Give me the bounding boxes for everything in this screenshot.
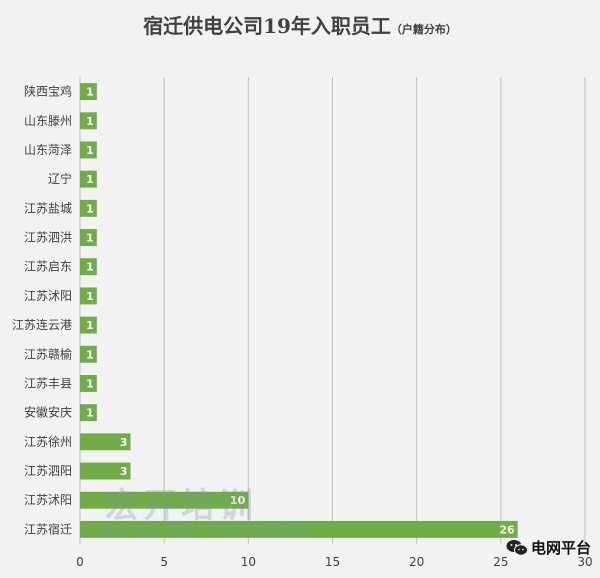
y-category-label: 江苏泗阳: [24, 464, 72, 478]
y-category-label: 江苏宿迁: [24, 521, 72, 536]
data-label: 1: [86, 232, 94, 245]
x-tick-label: 15: [325, 555, 340, 569]
data-label: 3: [120, 436, 128, 449]
x-tick-label: 20: [409, 555, 424, 569]
chart-subtitle: （户籍分布）: [390, 23, 457, 36]
data-label: 1: [86, 86, 94, 99]
data-label: 1: [86, 377, 94, 390]
y-category-label: 山东菏泽: [24, 143, 72, 157]
bar: [80, 433, 131, 451]
platform-badge-label: 电网平台: [531, 539, 592, 557]
bar: [80, 287, 97, 305]
bar: [80, 316, 97, 334]
data-label: 1: [86, 290, 94, 303]
x-tick-label: 10: [241, 555, 256, 569]
x-tick-label: 0: [76, 555, 84, 569]
bar: [80, 199, 97, 217]
chart-title: 宿迁供电公司19年入职员工（户籍分布）: [0, 10, 600, 39]
x-tick-label: 5: [160, 555, 168, 569]
data-label: 1: [86, 319, 94, 332]
data-label: 10: [230, 494, 246, 507]
y-category-label: 江苏沭阳: [24, 493, 72, 507]
bar: [80, 258, 97, 276]
bar: [80, 345, 97, 363]
y-category-label: 江苏泗洪: [24, 231, 72, 245]
bar: [80, 229, 97, 246]
y-category-label: 江苏徐州: [24, 434, 72, 449]
watermark-text-cn: 宏开培训: [105, 486, 257, 526]
bar: [80, 141, 97, 159]
data-label: 26: [499, 523, 515, 536]
chart-title-main: 宿迁供电公司19年入职员工: [143, 14, 391, 38]
bar: [80, 112, 97, 130]
data-label: 1: [86, 407, 94, 420]
y-category-label: 辽宁: [48, 171, 72, 186]
y-category-label: 江苏启东: [24, 260, 72, 274]
wechat-icon: [506, 539, 528, 556]
y-category-label: 山东滕州: [24, 113, 72, 128]
bar: [80, 170, 97, 188]
bar: [80, 375, 97, 392]
data-label: 1: [86, 144, 94, 157]
y-category-label: 江苏盐城: [24, 201, 72, 215]
data-label: 3: [120, 465, 128, 478]
bar: [80, 462, 131, 480]
bar: [80, 83, 97, 101]
data-label: 1: [86, 202, 94, 215]
platform-badge: 电网平台: [506, 537, 591, 558]
bar: [80, 491, 249, 509]
y-category-label: 江苏赣榆: [24, 346, 72, 361]
y-category-label: 江苏丰县: [24, 376, 72, 390]
y-category-label: 江苏连云港: [12, 317, 72, 332]
y-category-label: 陕西宝鸡: [24, 84, 72, 99]
watermark-text-en: HONG PAI TRAINING: [100, 520, 309, 540]
data-label: 1: [86, 348, 94, 361]
bar: [80, 404, 97, 422]
data-label: 1: [86, 261, 94, 274]
x-tick-label: 25: [493, 555, 508, 569]
data-label: 1: [86, 173, 94, 186]
y-category-label: 安徽安庆: [24, 405, 72, 420]
x-tick-label: 30: [577, 555, 592, 569]
bar: [80, 520, 518, 538]
y-category-label: 江苏沭阳: [24, 289, 72, 303]
data-label: 1: [86, 115, 94, 128]
